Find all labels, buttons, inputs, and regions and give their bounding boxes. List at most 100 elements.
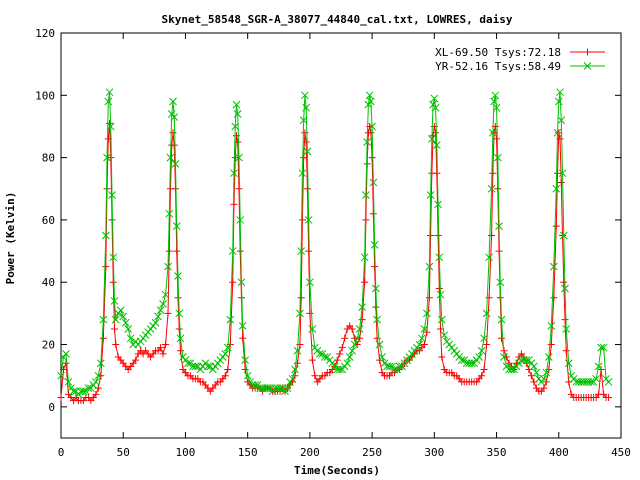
data-point	[154, 312, 162, 321]
data-point	[174, 272, 182, 280]
data-point	[169, 97, 177, 106]
data-point	[423, 309, 431, 318]
data-point	[300, 154, 308, 162]
data-point	[485, 253, 493, 262]
data-point	[594, 362, 603, 371]
data-point	[91, 378, 100, 386]
data-point	[308, 325, 317, 333]
x-tick-label: 150	[238, 446, 258, 459]
data-point	[69, 387, 78, 396]
data-point	[233, 110, 242, 118]
data-point	[547, 321, 556, 330]
data-point	[241, 356, 250, 364]
x-tick-label: 400	[549, 446, 569, 459]
data-point	[176, 347, 184, 355]
data-point	[162, 341, 170, 349]
data-point	[106, 122, 115, 131]
data-point	[435, 284, 443, 292]
data-point	[232, 100, 241, 109]
data-point	[488, 128, 497, 137]
data-point	[126, 334, 135, 343]
data-point	[105, 88, 114, 97]
y-axis-label: Power (Kelvin)	[4, 192, 17, 285]
y-tick-label: 120	[35, 27, 55, 40]
data-point	[64, 378, 73, 386]
data-point	[485, 294, 493, 302]
data-point	[361, 278, 369, 286]
data-point	[385, 362, 394, 371]
data-point	[320, 353, 329, 361]
data-point	[161, 290, 170, 299]
data-point	[311, 372, 319, 380]
data-point	[283, 384, 292, 393]
data-point	[604, 378, 613, 386]
data-point	[341, 334, 349, 342]
data-point	[132, 356, 140, 364]
data-point	[550, 294, 558, 302]
data-point	[490, 97, 498, 106]
data-point	[103, 153, 111, 162]
data-point	[62, 359, 70, 367]
y-tick-label: 60	[42, 214, 55, 227]
data-point	[367, 129, 375, 137]
data-point	[478, 372, 486, 380]
data-point	[491, 91, 500, 100]
data-point	[500, 353, 508, 361]
data-point	[371, 284, 380, 293]
data-point	[121, 318, 130, 327]
data-point	[226, 315, 235, 324]
data-point	[440, 331, 449, 340]
x-tick-label: 300	[424, 446, 444, 459]
data-point	[111, 325, 119, 333]
legend-label: YR-52.16 Tsys:58.49	[435, 60, 561, 73]
data-point	[305, 247, 313, 255]
data-point	[498, 334, 506, 342]
data-point	[507, 365, 516, 374]
data-point	[96, 359, 105, 368]
data-point	[165, 209, 174, 218]
y-tick-label: 80	[42, 152, 55, 165]
data-point	[263, 384, 272, 393]
data-point	[298, 169, 307, 178]
data-point	[236, 247, 244, 255]
data-point	[350, 340, 359, 349]
data-point	[57, 371, 65, 380]
data-point	[558, 169, 567, 178]
data-point	[169, 129, 177, 137]
data-point	[358, 303, 367, 312]
data-point	[418, 334, 426, 343]
data-point	[435, 253, 444, 262]
series-line	[60, 92, 609, 396]
plot-frame	[60, 32, 622, 439]
data-point	[306, 278, 314, 287]
data-point	[475, 353, 483, 361]
series-layer	[57, 88, 613, 405]
data-point	[237, 278, 246, 287]
data-point	[362, 191, 370, 199]
data-point	[159, 300, 167, 308]
data-point	[375, 340, 384, 349]
data-point	[495, 222, 503, 231]
data-point	[561, 316, 569, 324]
data-point	[231, 154, 239, 162]
data-point	[303, 147, 312, 156]
data-point	[426, 191, 435, 199]
data-point	[556, 88, 564, 97]
data-point	[549, 262, 558, 271]
data-point	[170, 113, 179, 121]
data-point	[251, 381, 259, 389]
data-point	[203, 362, 212, 371]
data-point	[166, 153, 175, 162]
data-point	[353, 334, 362, 343]
data-point	[544, 353, 553, 361]
x-tick-label: 250	[362, 446, 382, 459]
data-point	[434, 232, 442, 239]
data-point	[238, 321, 247, 330]
y-tick-label: 0	[48, 401, 55, 414]
data-point	[343, 359, 352, 368]
data-point	[552, 184, 561, 193]
data-point	[224, 365, 232, 373]
data-point	[430, 94, 439, 103]
data-point	[561, 284, 569, 293]
